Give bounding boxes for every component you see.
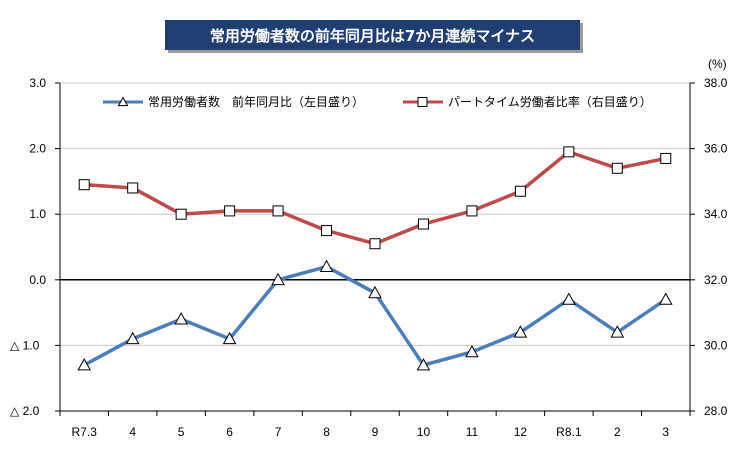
part-time-ratio-point [417, 218, 429, 230]
left-tick-label: 2.0 [29, 142, 46, 156]
employment-yoy-point [319, 259, 334, 272]
part-time-ratio-line [84, 150, 667, 246]
employment-yoy-point [368, 285, 382, 299]
axis-layer: 3.0 2.0 1.0 0.0 △ 1.0 △ 2.0 38.0 36.0 34.0 32.0 30… [10, 57, 728, 439]
x-tick-label: 9 [372, 425, 379, 439]
right-axis-unit: (%) [708, 57, 727, 71]
employment-yoy-point [610, 325, 625, 338]
part-time-ratio-point [514, 185, 526, 197]
part-time-ratio-point [224, 205, 236, 217]
employment-yoy-line [83, 264, 667, 367]
x-tick-label: R8.1 [556, 425, 582, 439]
part-time-ratio-point [466, 205, 478, 217]
legend-marker-part-time [417, 97, 428, 107]
x-tick-label: 10 [417, 425, 431, 439]
legend: 常用労働者数 前年同月比（左目盛り） パートタイム労働者比率（右目盛り） [103, 94, 652, 109]
left-tick-label: 3.0 [29, 76, 46, 90]
part-time-ratio-point [272, 205, 284, 217]
part-time-ratio-point [563, 146, 575, 158]
employment-yoy-point [513, 325, 528, 338]
employment-yoy-point [465, 344, 479, 358]
right-tick-label: 30.0 [704, 338, 728, 352]
employment-yoy-point [77, 358, 92, 371]
legend-marker-employment [117, 96, 129, 107]
left-tick-label: 0.0 [29, 273, 46, 287]
part-time-ratio-point [175, 208, 187, 220]
employment-yoy-point [561, 292, 576, 305]
employment-yoy-point [271, 272, 285, 286]
employment-yoy-point [222, 331, 237, 345]
x-tick-label: 3 [662, 425, 669, 439]
x-tick-label: 6 [226, 425, 233, 439]
part-time-ratio-point [78, 179, 90, 191]
legend-label-employment: 常用労働者数 前年同月比（左目盛り） [148, 94, 364, 109]
part-time-ratio-point [660, 152, 672, 164]
right-tick-label: 28.0 [704, 404, 728, 418]
x-tick-label: 4 [129, 425, 136, 439]
x-tick-label: R7.3 [72, 425, 98, 439]
part-time-ratio-point [611, 162, 623, 174]
part-time-ratio-point [369, 238, 381, 250]
employment-yoy-point [658, 292, 673, 305]
x-tick-label: 11 [466, 425, 479, 439]
x-tick-label: 12 [514, 425, 528, 439]
x-tick-label: 2 [614, 425, 621, 439]
x-tick-label: 5 [178, 425, 185, 439]
left-tick-label: △ 2.0 [10, 404, 40, 418]
employment-yoy-point [174, 312, 189, 325]
part-time-ratio-point [127, 182, 139, 194]
part-time-ratio-point [321, 225, 333, 237]
x-tick-label: 8 [323, 425, 330, 439]
right-tick-label: 34.0 [704, 207, 728, 221]
right-tick-label: 38.0 [704, 76, 728, 90]
employment-yoy-point [125, 331, 140, 345]
x-tick-label: 7 [275, 425, 282, 439]
employment-yoy-point [416, 358, 431, 371]
left-tick-label: 1.0 [29, 207, 46, 221]
right-tick-label: 32.0 [704, 273, 728, 287]
right-tick-label: 36.0 [704, 142, 728, 156]
series-layer [77, 146, 673, 371]
legend-label-part-time: パートタイム労働者比率（右目盛り） [448, 94, 652, 109]
left-tick-label: △ 1.0 [10, 338, 40, 352]
chart-title: 常用労働者数の前年同月比は7か月連続マイナス [165, 20, 580, 50]
